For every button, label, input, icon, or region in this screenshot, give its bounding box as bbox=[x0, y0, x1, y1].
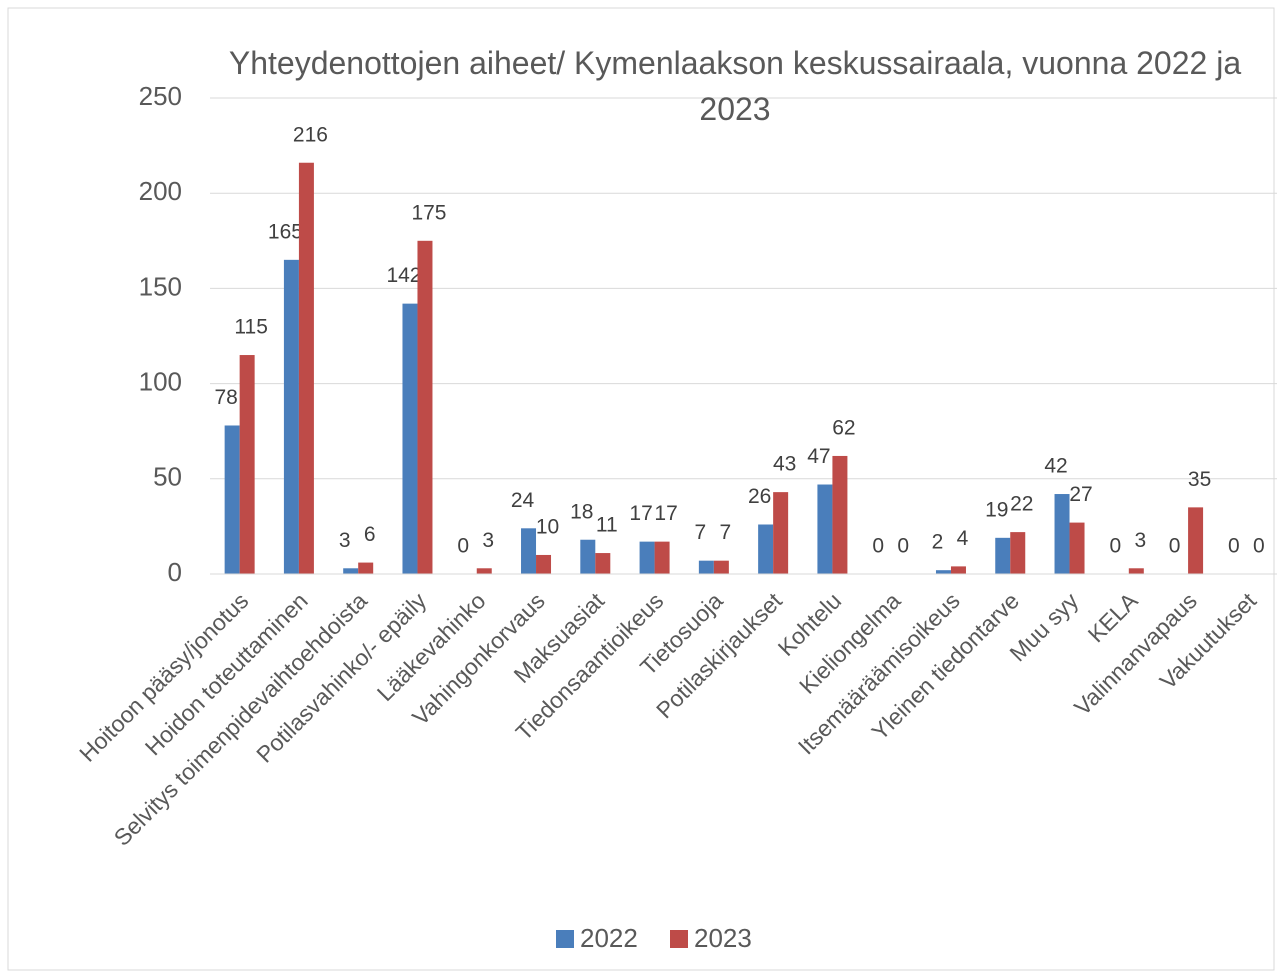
data-label: 11 bbox=[596, 514, 618, 537]
data-label: 4 bbox=[957, 527, 969, 550]
data-label: 142 bbox=[386, 264, 421, 287]
legend-label: 2022 bbox=[580, 923, 638, 953]
data-label: 62 bbox=[832, 416, 855, 439]
data-label: 42 bbox=[1044, 455, 1067, 478]
data-label: 0 bbox=[872, 535, 884, 558]
chart-border bbox=[7, 7, 1275, 971]
bar bbox=[935, 570, 951, 574]
data-label: 2 bbox=[932, 531, 944, 554]
data-label: 0 bbox=[1228, 535, 1240, 558]
data-label: 175 bbox=[411, 201, 446, 224]
data-label: 115 bbox=[234, 316, 267, 339]
data-label: 7 bbox=[720, 521, 732, 544]
data-label: 19 bbox=[985, 498, 1008, 521]
bar bbox=[476, 568, 492, 574]
data-label: 10 bbox=[536, 516, 559, 539]
data-label: 43 bbox=[773, 453, 796, 476]
data-label: 0 bbox=[457, 535, 469, 558]
legend-label: 2023 bbox=[694, 923, 752, 953]
data-label: 3 bbox=[339, 529, 351, 552]
y-tick-label: 250 bbox=[139, 81, 182, 111]
y-tick-label: 50 bbox=[153, 462, 182, 492]
legend-swatch bbox=[670, 930, 688, 948]
data-label: 18 bbox=[570, 500, 593, 523]
bar bbox=[595, 553, 611, 574]
bar bbox=[1069, 522, 1085, 574]
bar bbox=[832, 455, 848, 574]
bar bbox=[773, 492, 789, 574]
bar bbox=[1054, 494, 1070, 574]
data-label: 0 bbox=[1169, 535, 1181, 558]
data-label: 17 bbox=[629, 502, 652, 525]
data-label: 26 bbox=[748, 485, 771, 508]
bar bbox=[521, 528, 537, 574]
bar bbox=[995, 537, 1011, 574]
data-label: 165 bbox=[268, 220, 303, 243]
data-label: 216 bbox=[293, 123, 328, 146]
data-label: 0 bbox=[1253, 535, 1265, 558]
bar bbox=[1188, 507, 1204, 574]
data-label: 22 bbox=[1010, 493, 1033, 516]
bar bbox=[224, 425, 240, 574]
bar bbox=[283, 259, 299, 574]
bar bbox=[817, 484, 833, 574]
data-label: 17 bbox=[654, 502, 677, 525]
bar bbox=[639, 541, 655, 574]
data-label: 3 bbox=[482, 529, 494, 552]
bar bbox=[536, 554, 552, 574]
bar bbox=[713, 560, 729, 574]
legend-swatch bbox=[556, 930, 574, 948]
bar bbox=[343, 568, 359, 574]
bar bbox=[950, 566, 966, 574]
bar bbox=[1010, 532, 1026, 574]
data-label: 47 bbox=[807, 445, 830, 468]
y-tick-label: 200 bbox=[139, 176, 182, 206]
data-label: 3 bbox=[1134, 529, 1146, 552]
bar bbox=[580, 539, 596, 574]
bar bbox=[1128, 568, 1144, 574]
bar bbox=[417, 240, 433, 575]
bar bbox=[298, 162, 314, 574]
x-tick-label: Selvitys toimenpidevaihtoehdoista bbox=[109, 587, 373, 851]
data-label: 0 bbox=[1109, 535, 1121, 558]
bar bbox=[698, 560, 714, 574]
bar bbox=[239, 355, 255, 574]
data-label: 27 bbox=[1069, 483, 1092, 506]
bar bbox=[654, 541, 670, 574]
y-tick-label: 0 bbox=[168, 557, 182, 587]
bar bbox=[758, 524, 774, 574]
bar bbox=[358, 562, 374, 574]
chart-title: Yhteydenottojen aiheet/ Kymenlaakson kes… bbox=[228, 45, 1242, 127]
data-label: 24 bbox=[511, 489, 535, 512]
data-label: 0 bbox=[897, 535, 909, 558]
data-label: 7 bbox=[695, 521, 707, 544]
data-label: 35 bbox=[1188, 468, 1211, 491]
y-tick-label: 150 bbox=[139, 271, 182, 301]
bar bbox=[402, 303, 418, 574]
y-tick-label: 100 bbox=[139, 366, 182, 396]
data-label: 78 bbox=[214, 386, 237, 409]
data-label: 6 bbox=[364, 523, 376, 546]
